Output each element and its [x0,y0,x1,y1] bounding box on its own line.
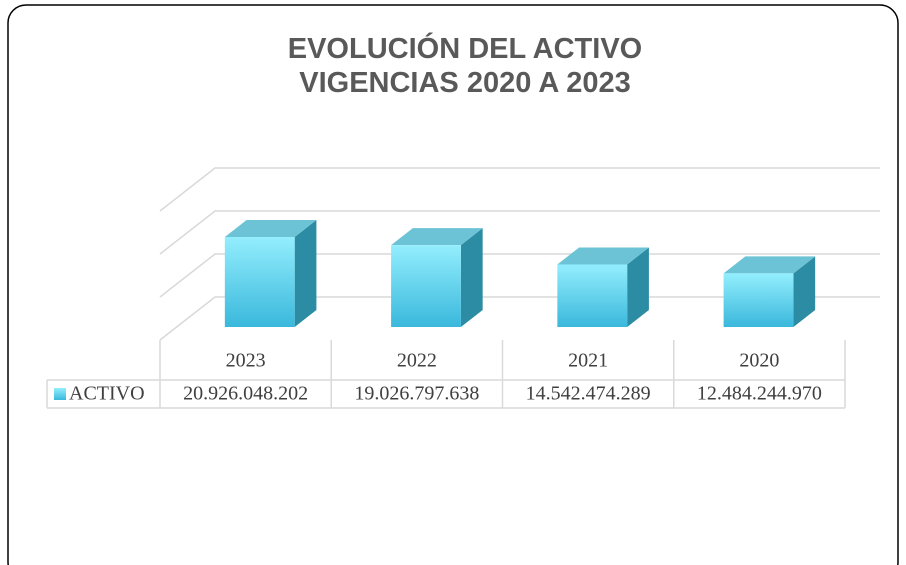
bar-top [391,228,483,246]
bar [557,264,628,327]
bar [224,237,295,327]
grid-line [159,253,880,298]
bar-side [793,256,816,327]
data-table: 2023 20.926.048.202 2022 19.026.797.638 2021… [46,340,846,409]
bar-top [723,256,816,274]
category-label: 2020 [739,350,779,372]
grid-line [159,296,880,341]
category-label: 2021 [568,350,608,372]
bar-top [557,247,649,265]
value-label: 19.026.797.638 [354,383,479,405]
grid [159,167,880,341]
chart-title: VIGENCIAS 2020 A 2023 [299,67,631,99]
chart-title: EVOLUCIÓN DEL ACTIVO [288,31,642,65]
category-label: 2023 [226,350,266,372]
grid-line [159,210,880,255]
bars [224,220,816,327]
grid-line [159,167,880,212]
value-label: 14.542.474.289 [526,383,651,405]
bar-side [294,220,317,327]
bar-top [224,220,317,238]
bar-side [460,228,483,327]
bar-side [627,247,649,327]
category-label: 2022 [397,350,437,372]
value-label: 20.926.048.202 [183,383,308,405]
bar [391,245,461,327]
legend-swatch [54,388,66,400]
legend-label: ACTIVO [69,383,145,405]
bar [723,273,794,327]
value-label: 12.484.244.970 [697,383,822,405]
